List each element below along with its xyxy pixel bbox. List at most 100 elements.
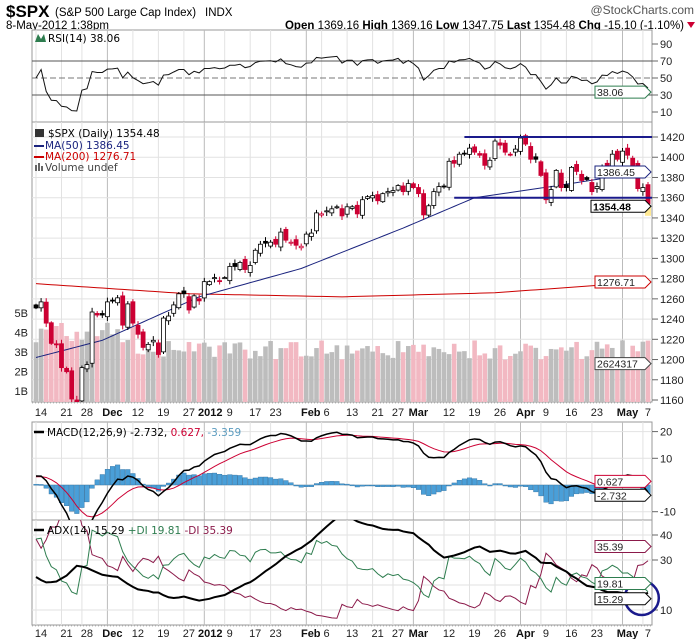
value-box-text: -2.732	[597, 490, 627, 502]
y-axis-label: 1240	[660, 314, 684, 326]
volume-bar	[416, 351, 421, 402]
x-axis-label: 28	[81, 407, 93, 419]
candle-body	[344, 206, 350, 215]
y-axis-label: 1260	[660, 294, 684, 306]
macd-histogram-bar	[390, 484, 396, 487]
volume-bar	[380, 353, 386, 402]
price-panel	[31, 121, 653, 403]
candle	[589, 178, 595, 196]
macd-histogram-bar	[247, 478, 253, 486]
candle	[502, 140, 508, 156]
candle-body	[54, 343, 59, 346]
macd-histogram-bar	[339, 483, 345, 486]
candle-body	[293, 239, 299, 246]
y-axis-label: 10	[660, 107, 672, 119]
volume-bar	[135, 353, 141, 402]
candle	[390, 186, 396, 197]
chg-value: -15.10 (-1.10%)	[604, 20, 684, 32]
volume-bar	[207, 346, 212, 402]
candle-body	[426, 205, 432, 216]
macd-histogram-bar	[257, 476, 263, 486]
x-axis-label: 27	[392, 407, 404, 419]
candle-body	[385, 191, 391, 194]
candle	[487, 157, 493, 170]
volume-bar	[615, 359, 620, 402]
candle-body	[543, 172, 549, 201]
volume-bar	[487, 358, 493, 402]
ma50-legend: MA(50) 1386.45	[45, 140, 130, 152]
macd-histogram-bar	[160, 484, 166, 487]
volume-bar	[212, 356, 217, 402]
candle	[150, 336, 156, 347]
candle-body	[232, 263, 238, 267]
candle	[48, 321, 54, 345]
y-axis-label: 1340	[660, 213, 684, 225]
volume-bar	[411, 344, 416, 402]
adx-value-box: 15.29	[594, 592, 652, 606]
value-box-frame	[594, 474, 652, 488]
volume-bar	[329, 352, 335, 402]
candle-body	[467, 147, 472, 155]
adx-legend-part: +DI 19.81	[124, 525, 181, 537]
minus-di-box: 35.39	[594, 540, 652, 554]
macd-histogram-bar	[487, 484, 493, 487]
x-axis-label: 16	[565, 628, 577, 639]
macd-signal-box: 0.627	[594, 474, 652, 488]
volume-bar	[319, 340, 324, 402]
volume-bar	[253, 350, 258, 402]
candle-body	[273, 238, 279, 245]
volume-bar	[339, 359, 345, 402]
volume-bar	[283, 348, 289, 402]
candle-body	[349, 206, 355, 209]
candle	[196, 294, 202, 305]
value-box-frame	[594, 85, 652, 99]
macd-histogram-bar	[84, 484, 90, 503]
candle	[115, 295, 120, 306]
candle	[400, 182, 406, 196]
y-axis-label: 1200	[660, 355, 684, 367]
x-axis-label: 26	[494, 407, 506, 419]
candle	[314, 209, 319, 234]
candle-body	[507, 153, 513, 156]
copyright: @StockCharts.com	[590, 3, 694, 17]
macd-histogram-bar	[104, 469, 110, 486]
candle	[564, 180, 569, 192]
macd-histogram-bar	[59, 484, 65, 503]
ma200-line	[35, 281, 649, 298]
candle	[33, 303, 39, 310]
adx-legend-part: ADX(14) 15.29	[47, 525, 124, 537]
y-axis-label: 1360	[660, 193, 684, 205]
y-axis-label: 40	[660, 530, 672, 542]
candle-body	[263, 240, 268, 244]
candle	[59, 339, 64, 372]
candle	[421, 189, 427, 220]
candle	[359, 196, 365, 219]
macd-histogram-bar	[492, 483, 498, 486]
y-axis-label: 1380	[660, 172, 684, 184]
macd-histogram-bar	[109, 466, 115, 486]
macd-histogram-bar	[252, 477, 258, 486]
candle-body	[339, 208, 345, 217]
value-box-text: 15.29	[597, 594, 623, 606]
last-candle-highlight	[645, 205, 651, 216]
candle	[467, 143, 472, 159]
x-axis-label: Dec	[102, 628, 122, 639]
macd-histogram-bar	[410, 484, 416, 489]
volume-bar	[344, 345, 350, 402]
candle-body	[441, 185, 447, 188]
macd-histogram-bar	[395, 484, 401, 487]
candle	[446, 158, 452, 191]
macd-histogram-bar	[222, 474, 228, 486]
candle-body	[110, 299, 115, 302]
candle	[99, 310, 105, 319]
candle	[212, 273, 217, 283]
candle	[405, 179, 411, 196]
value-box-frame	[594, 488, 652, 502]
volume-bar	[385, 355, 391, 402]
macd-histogram-bar	[472, 478, 478, 486]
x-axis-label: May	[617, 407, 639, 419]
candle	[293, 235, 299, 250]
macd-histogram-bar	[431, 484, 437, 495]
volume-bar	[533, 347, 539, 402]
adx-legend-part: -DI 35.39	[181, 525, 233, 537]
